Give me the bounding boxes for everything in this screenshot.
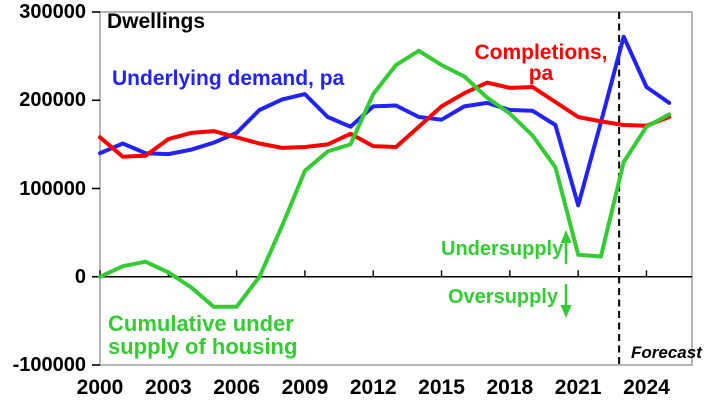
y-axis-tick-label: 0: [74, 265, 86, 288]
series-label-cumulative-undersupply: Cumulative under supply of housing: [108, 312, 297, 358]
chart-lines-layer: [98, 34, 672, 309]
series-line-underlying-demand: [98, 34, 672, 208]
y-axis-tick-label: 200000: [19, 89, 86, 112]
series-label-completions-line1: Completions,: [474, 41, 608, 64]
series-label-completions-line2: pa: [528, 62, 554, 85]
series-label-underlying-demand: Underlying demand, pa: [112, 67, 345, 90]
y-axis-tick-label: -100000: [12, 354, 86, 376]
x-axis-tick-label: 2006: [213, 376, 260, 399]
series-label-cumulative-line1: Cumulative under: [108, 311, 294, 336]
series-label-cumulative-line2: supply of housing: [108, 334, 298, 359]
x-axis-tick-label: 2015: [418, 376, 465, 399]
y-axis-tick-label: 300000: [19, 1, 86, 23]
x-axis-tick-label: 2009: [281, 376, 329, 399]
series-line-cumulative-undersupply: [98, 48, 672, 309]
x-axis-tick-label: 2018: [486, 376, 534, 399]
x-axis-tick-label: 2000: [76, 376, 124, 399]
annotation-forecast: Forecast: [631, 343, 702, 362]
x-axis-tick-label: 2003: [144, 376, 192, 399]
x-axis-tick-label: 2012: [349, 376, 397, 399]
chart-title: Dwellings: [107, 10, 206, 33]
undersupply-arrow-icon: [560, 230, 572, 264]
series-line-completions: [98, 80, 672, 159]
series-label-completions: Completions, pa: [468, 42, 614, 84]
annotation-oversupply: Oversupply: [448, 286, 559, 308]
x-axis-tick-label: 2021: [554, 376, 602, 399]
x-axis-tick-label: 2024: [623, 376, 670, 399]
y-axis-tick-label: 100000: [19, 177, 86, 200]
oversupply-arrow-icon: [560, 284, 572, 318]
annotation-undersupply: Undersupply: [441, 238, 564, 260]
